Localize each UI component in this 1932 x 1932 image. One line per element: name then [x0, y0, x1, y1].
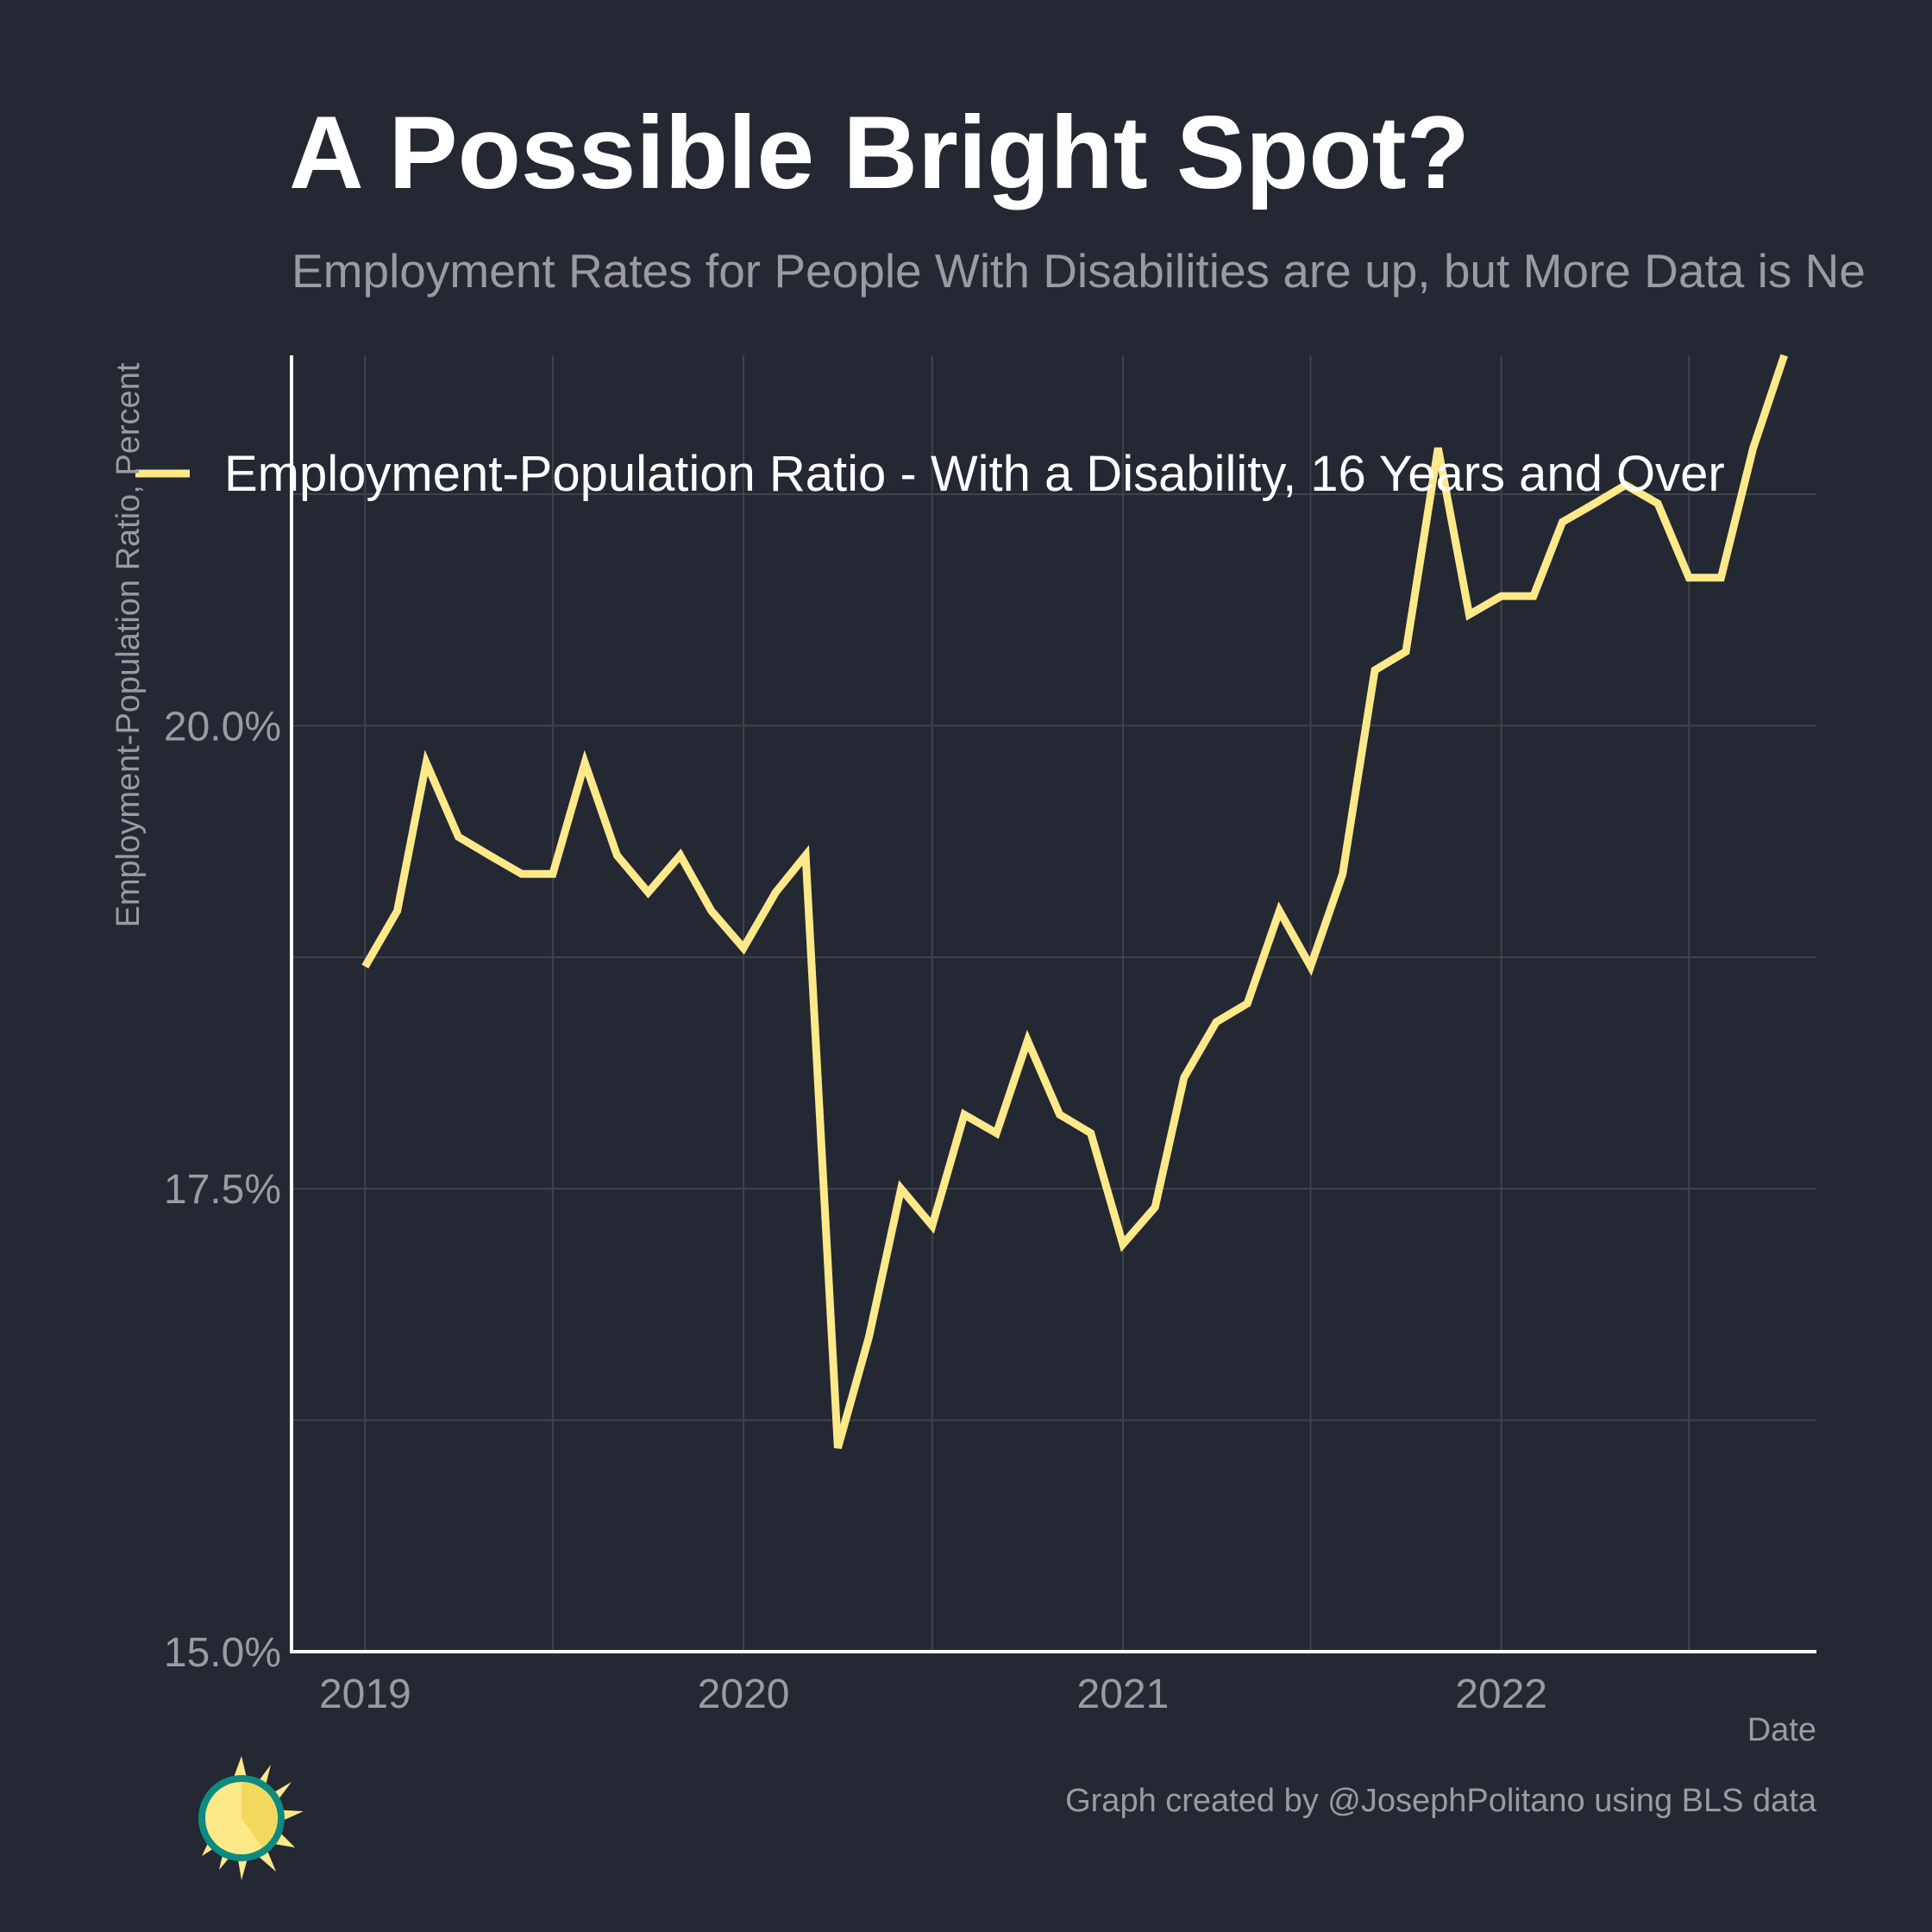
series-layer [361, 354, 1788, 1450]
x-tick-label: 2019 [319, 1672, 411, 1717]
caption: Graph created by @JosephPolitano using B… [1065, 1783, 1817, 1819]
sun-logo-icon [198, 1756, 304, 1880]
chart-title: A Possible Bright Spot? [289, 95, 1470, 210]
axes [290, 355, 1816, 1653]
gridlines [292, 355, 1816, 1653]
y-axis-title: Employment-Population Ratio, Percent [110, 362, 147, 927]
legend-label: Employment-Population Ratio - With a Dis… [224, 446, 1725, 502]
series-line [361, 354, 1788, 1450]
x-tick-label: 2021 [1077, 1672, 1170, 1717]
x-tick-label: 2020 [698, 1672, 790, 1717]
x-tick-label: 2022 [1455, 1672, 1547, 1717]
y-tick-label: 20.0% [164, 704, 281, 750]
x-axis-title: Date [1747, 1712, 1816, 1748]
chart-subtitle: Employment Rates for People With Disabil… [292, 244, 1866, 298]
y-tick-label: 15.0% [164, 1630, 281, 1676]
y-tick-label: 17.5% [164, 1167, 281, 1213]
tick-labels: 15.0% 17.5% 20.0% 2019 2020 2021 2022 [164, 704, 1547, 1717]
legend: Employment-Population Ratio - With a Dis… [135, 446, 1725, 502]
